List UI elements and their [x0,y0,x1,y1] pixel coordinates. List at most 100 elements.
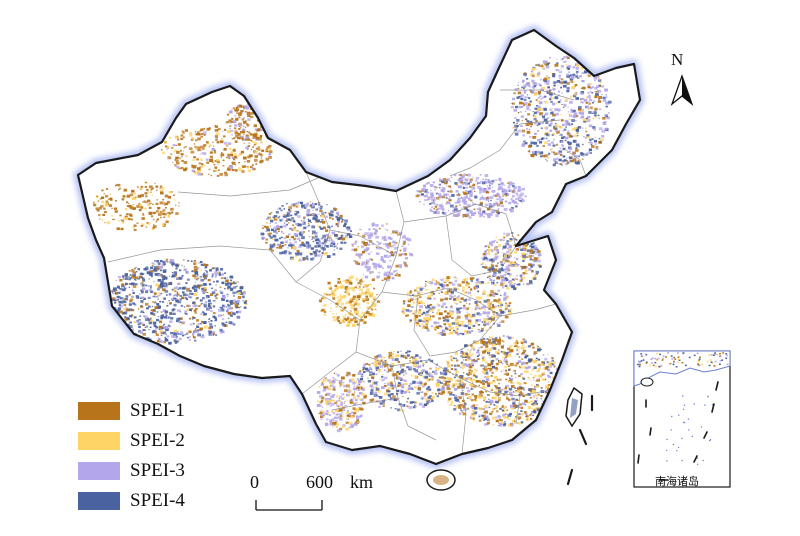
drought-speckle [593,111,597,115]
drought-speckle [501,248,504,250]
drought-speckle [471,346,475,350]
drought-speckle [427,318,431,321]
drought-speckle [129,300,132,303]
drought-speckle [421,313,424,316]
drought-speckle [137,319,140,321]
drought-speckle [307,223,310,225]
drought-speckle [496,193,500,196]
drought-speckle [378,400,382,403]
drought-speckle [472,410,474,412]
drought-speckle [551,396,556,400]
drought-speckle [397,384,401,387]
drought-speckle [197,333,201,337]
drought-speckle [140,276,144,279]
drought-speckle [444,291,448,295]
drought-speckle [119,287,123,291]
drought-speckle [450,187,452,189]
drought-speckle [485,341,488,344]
drought-speckle [482,356,485,358]
drought-speckle [189,305,191,307]
drought-speckle [562,106,565,108]
drought-speckle [194,131,197,133]
drought-speckle [409,350,411,353]
drought-speckle [505,307,508,310]
drought-speckle [532,111,534,112]
drought-speckle [144,267,149,270]
drought-speckle [476,279,479,281]
drought-speckle [488,398,490,400]
drought-speckle [227,130,231,134]
drought-speckle [529,262,531,264]
drought-speckle [163,282,168,285]
drought-speckle [434,282,438,286]
drought-speckle [451,385,454,388]
drought-speckle [492,340,496,344]
drought-speckle [195,165,197,167]
drought-speckle [379,378,381,380]
drought-speckle [258,152,262,155]
drought-speckle [150,275,153,278]
drought-speckle [527,388,532,391]
drought-speckle [427,396,431,399]
drought-speckle [461,320,465,323]
drought-speckle [193,260,196,262]
drought-speckle [230,315,233,317]
drought-speckle [534,244,537,247]
drought-speckle [241,170,245,173]
drought-speckle [160,273,163,276]
drought-speckle [228,157,231,160]
drought-speckle [310,247,314,250]
drought-speckle [391,384,394,387]
drought-speckle [497,415,502,419]
drought-speckle [491,250,494,253]
drought-speckle [486,315,489,317]
drought-speckle [570,123,573,126]
drought-speckle [480,381,483,384]
drought-speckle [527,145,532,148]
drought-speckle [517,351,520,353]
drought-speckle [549,402,553,406]
drought-speckle [534,153,536,155]
drought-speckle [455,372,457,374]
drought-speckle [440,205,444,209]
drought-speckle [164,260,167,263]
drought-speckle [231,134,233,136]
drought-speckle [494,194,498,197]
drought-speckle [306,257,309,260]
drought-speckle [499,338,501,340]
drought-speckle [533,402,535,404]
drought-speckle [511,199,515,203]
drought-speckle [404,382,408,385]
drought-speckle [468,298,471,301]
drought-speckle [375,373,378,376]
drought-speckle [141,302,144,304]
drought-speckle [183,168,187,172]
drought-speckle [472,324,476,327]
drought-speckle [198,262,200,264]
drought-speckle [115,300,117,302]
drought-speckle [607,112,610,114]
drought-speckle [560,119,564,122]
drought-speckle [114,298,118,301]
drought-speckle [545,65,550,69]
drought-speckle [499,238,503,242]
drought-speckle [468,209,471,212]
drought-speckle [488,268,491,271]
drought-speckle [292,204,295,206]
drought-speckle [149,271,152,274]
drought-speckle [542,62,545,65]
drought-speckle [295,213,297,215]
drought-speckle [224,171,228,174]
drought-speckle [435,325,439,329]
drought-speckle [577,155,580,158]
drought-speckle [589,141,593,145]
drought-speckle [443,377,447,380]
drought-speckle [481,257,485,260]
drought-speckle [298,252,303,256]
drought-speckle [525,253,528,256]
drought-speckle [487,302,491,306]
drought-speckle [346,284,349,286]
drought-speckle [232,312,236,316]
drought-speckle [295,205,299,208]
drought-speckle [500,370,503,373]
